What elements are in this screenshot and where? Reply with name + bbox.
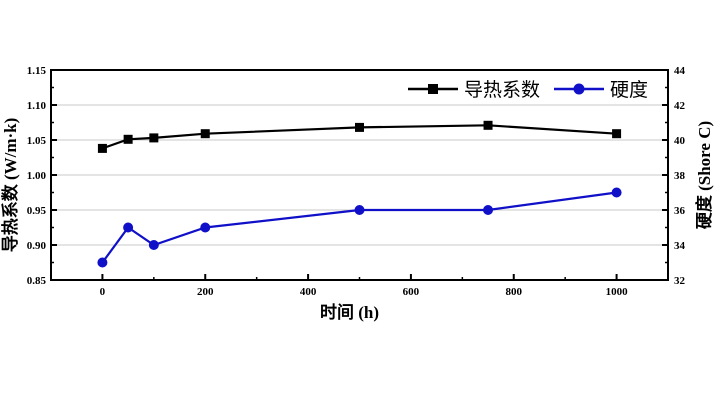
legend-label: 导热系数 — [464, 79, 540, 101]
data-point-circle — [200, 222, 211, 233]
data-point-square — [200, 129, 210, 139]
data-point-square — [483, 120, 493, 130]
x-tick-label: 600 — [403, 286, 420, 298]
x-tick-label: 200 — [197, 286, 214, 298]
y2-axis-label: 硬度 (Shore C) — [694, 121, 714, 229]
x-tick-label: 400 — [300, 286, 317, 298]
legend-marker-square — [428, 84, 438, 94]
y2-tick-label: 38 — [674, 170, 686, 182]
data-point-circle — [148, 240, 159, 250]
x-axis-label: 时间 (h) — [320, 302, 379, 322]
y-tick-label: 1.10 — [27, 100, 47, 112]
y-tick-label: 1.15 — [27, 65, 47, 77]
data-point-circle — [611, 187, 622, 198]
legend-marker-circle — [573, 83, 585, 95]
y2-tick-label: 42 — [674, 100, 686, 112]
x-tick-label: 800 — [506, 286, 523, 298]
y2-tick-label: 32 — [674, 275, 686, 287]
data-point-circle — [123, 222, 134, 233]
data-point-square — [97, 143, 107, 153]
y-axis-label: 导热系数 (W/m·k) — [0, 118, 20, 253]
data-point-square — [123, 134, 133, 144]
data-point-circle — [354, 205, 365, 215]
y2-tick-label: 40 — [674, 135, 686, 147]
series-layer — [97, 120, 622, 268]
y-tick-label: 0.85 — [27, 275, 47, 287]
y2-tick-label: 36 — [674, 205, 686, 217]
y-tick-label: 0.90 — [27, 240, 47, 252]
data-point-square — [355, 122, 364, 132]
legend-label: 硬度 — [610, 79, 648, 101]
x-tick-label: 0 — [100, 286, 106, 298]
y2-tick-label: 34 — [674, 240, 686, 252]
data-point-square — [149, 133, 159, 143]
x-tick-label: 1000 — [606, 286, 629, 298]
series-line-1 — [101, 191, 617, 264]
data-point-circle — [97, 257, 108, 268]
ticks: 0.85 0.90 0.95 1.00 1.05 1.10 1.15 32 34 36 38 40 42… — [27, 65, 686, 298]
data-point-square — [612, 129, 622, 139]
legend: 导热系数 硬度 — [408, 79, 648, 101]
y-tick-label: 0.95 — [27, 205, 47, 217]
y2-tick-label: 44 — [674, 65, 686, 77]
y-tick-label: 1.05 — [27, 135, 47, 147]
data-point-circle — [483, 205, 494, 215]
y-tick-label: 1.00 — [27, 170, 47, 182]
